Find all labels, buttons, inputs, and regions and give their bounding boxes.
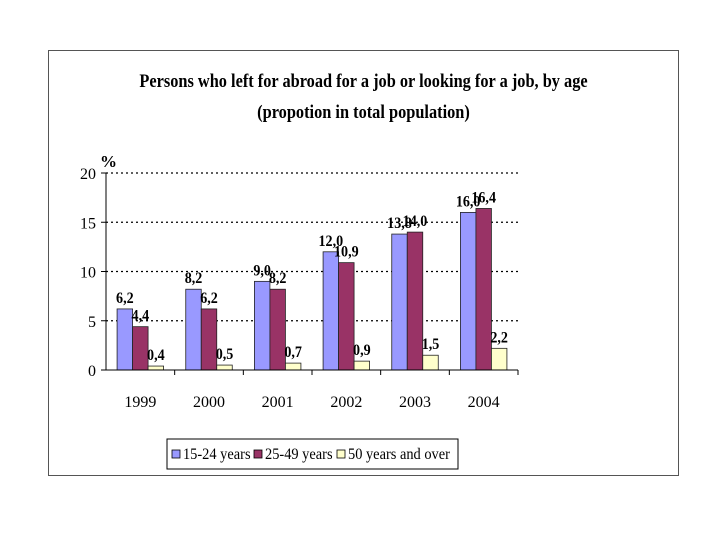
data-label: 6,2: [116, 290, 134, 307]
chart-title: Persons who left for abroad for a job or…: [139, 71, 588, 92]
bar: [254, 280, 271, 371]
bar: [475, 208, 492, 371]
x-tick-label: 2003: [399, 394, 431, 411]
bar: [285, 362, 302, 371]
legend-label: 50 years and over: [348, 445, 450, 463]
bar: [116, 308, 133, 371]
chart-title-block: Persons who left for abroad for a job or…: [92, 66, 635, 128]
data-label: 2,2: [490, 330, 508, 347]
x-tick-label: 1999: [124, 394, 156, 411]
legend-swatch: [253, 449, 263, 459]
bar: [422, 354, 439, 371]
x-tick-label: 2001: [262, 394, 294, 411]
y-tick-label: 5: [88, 314, 96, 331]
bar: [132, 326, 149, 371]
bar: [185, 288, 202, 371]
bar: [391, 233, 408, 371]
bar: [147, 365, 164, 371]
data-label: 12,0: [319, 233, 344, 250]
legend-label: 15-24 years: [183, 445, 251, 463]
bar: [200, 308, 218, 371]
data-label: 0,7: [284, 344, 302, 361]
data-label: 16,0: [456, 194, 481, 211]
bar: [353, 360, 370, 371]
data-label: 0,5: [216, 346, 234, 363]
bar: [269, 288, 286, 371]
legend-swatch: [171, 449, 181, 459]
x-tick-label: 2002: [330, 394, 362, 411]
data-label: 9,0: [253, 263, 271, 280]
data-label: 10,9: [334, 244, 359, 261]
y-tick-label: 20: [80, 166, 96, 183]
legend-label: 25-49 years: [265, 445, 333, 463]
data-label: 14,0: [403, 213, 428, 230]
chart-frame: [48, 50, 679, 476]
legend-swatch: [336, 449, 346, 459]
data-label: 1,5: [422, 336, 440, 353]
chart-subtitle: (propotion in total population): [257, 102, 470, 123]
y-axis-label: %: [100, 152, 117, 171]
data-label: 4,4: [132, 308, 150, 325]
data-label: 8,2: [185, 270, 203, 287]
data-label: 0,9: [353, 342, 371, 359]
legend-box: [166, 438, 459, 470]
bar: [460, 211, 477, 371]
data-label: 13,8: [387, 215, 412, 232]
y-tick-label: 10: [80, 265, 96, 282]
bar: [322, 251, 339, 371]
x-tick-label: 2000: [193, 394, 225, 411]
data-label: 8,2: [269, 270, 287, 287]
bar: [338, 262, 355, 371]
data-label: 16,4: [471, 190, 496, 207]
data-label: 6,2: [200, 290, 218, 307]
bar: [406, 231, 424, 371]
data-label: 0,4: [147, 347, 165, 364]
y-tick-label: 15: [80, 215, 96, 232]
x-tick-label: 2004: [468, 394, 500, 411]
y-tick-label: 0: [88, 363, 96, 380]
bar: [216, 364, 233, 371]
bar: [491, 347, 508, 371]
